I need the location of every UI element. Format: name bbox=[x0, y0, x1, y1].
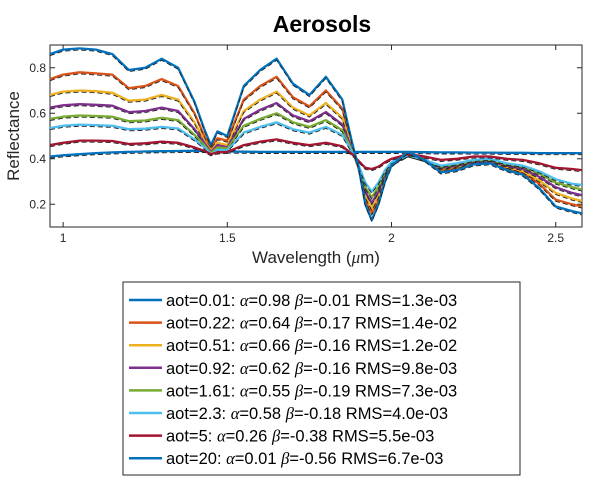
legend: aot=0.01: α=0.98 β=-0.01 RMS=1.3e-03 aot=… bbox=[122, 281, 521, 476]
series-line bbox=[50, 121, 582, 193]
plot-area: 1 1.5 2 2.5 0.2 0.4 0.6 0.8 bbox=[29, 44, 583, 245]
series-fit-line bbox=[50, 151, 582, 159]
x-tick-marks bbox=[62, 45, 557, 227]
legend-label: aot=1.61: α=0.55 β=-0.19 RMS=7.3e-03 bbox=[166, 381, 457, 400]
x-tick-labels: 1 1.5 2 2.5 bbox=[60, 231, 565, 245]
legend-entry: aot=20: α=0.01 β=-0.56 RMS=6.7e-03 bbox=[129, 449, 443, 468]
y-axis-label: Reflectance bbox=[4, 91, 23, 181]
series-lines bbox=[50, 47, 582, 223]
legend-label: aot=0.92: α=0.62 β=-0.16 RMS=9.8e-03 bbox=[166, 359, 457, 378]
series-fit-line bbox=[50, 123, 582, 195]
series-line bbox=[50, 47, 582, 222]
legend-box bbox=[122, 281, 521, 476]
series-fit-line bbox=[50, 114, 582, 200]
series-line bbox=[50, 149, 582, 158]
y-tick-labels: 0.2 0.4 0.6 0.8 bbox=[29, 61, 46, 212]
legend-entry: aot=2.3: α=0.58 β=-0.18 RMS=4.0e-03 bbox=[129, 404, 448, 423]
x-tick-label: 1 bbox=[60, 231, 67, 245]
legend-entry: aot=0.51: α=0.66 β=-0.16 RMS=1.2e-02 bbox=[129, 336, 457, 355]
legend-label: aot=2.3: α=0.58 β=-0.18 RMS=4.0e-03 bbox=[166, 404, 448, 423]
legend-entry: aot=0.01: α=0.98 β=-0.01 RMS=1.3e-03 bbox=[129, 291, 457, 310]
legend-label: aot=0.51: α=0.66 β=-0.16 RMS=1.2e-02 bbox=[166, 336, 457, 355]
legend-label: aot=0.22: α=0.64 β=-0.17 RMS=1.4e-02 bbox=[166, 314, 457, 333]
y-tick-label: 0.6 bbox=[29, 106, 46, 120]
x-tick-label: 2.5 bbox=[547, 231, 564, 245]
axes-box bbox=[49, 44, 583, 228]
x-axis-label: Wavelength (μm) bbox=[252, 248, 380, 267]
legend-entry: aot=0.92: α=0.62 β=-0.16 RMS=9.8e-03 bbox=[129, 359, 457, 378]
series-fit-line bbox=[50, 91, 582, 212]
y-tick-marks bbox=[50, 67, 582, 205]
legend-entry: aot=0.22: α=0.64 β=-0.17 RMS=1.4e-02 bbox=[129, 314, 457, 333]
chart-title: Aerosols bbox=[273, 11, 371, 37]
legend-items: aot=0.01: α=0.98 β=-0.01 RMS=1.3e-03 aot=… bbox=[129, 291, 457, 468]
y-tick-label: 0.2 bbox=[29, 197, 46, 211]
y-tick-label: 0.4 bbox=[29, 152, 46, 166]
series-line bbox=[50, 138, 582, 172]
series-fit-line bbox=[50, 49, 582, 223]
series-fit-line bbox=[50, 140, 582, 173]
y-tick-label: 0.8 bbox=[29, 61, 46, 75]
x-tick-label: 2 bbox=[388, 231, 395, 245]
legend-label: aot=5: α=0.26 β=-0.38 RMS=5.5e-03 bbox=[166, 427, 434, 446]
legend-entry: aot=5: α=0.26 β=-0.38 RMS=5.5e-03 bbox=[129, 427, 434, 446]
legend-label: aot=20: α=0.01 β=-0.56 RMS=6.7e-03 bbox=[166, 449, 443, 468]
legend-label: aot=0.01: α=0.98 β=-0.01 RMS=1.3e-03 bbox=[166, 291, 457, 310]
legend-entry: aot=1.61: α=0.55 β=-0.19 RMS=7.3e-03 bbox=[129, 381, 457, 400]
x-tick-label: 1.5 bbox=[219, 231, 236, 245]
